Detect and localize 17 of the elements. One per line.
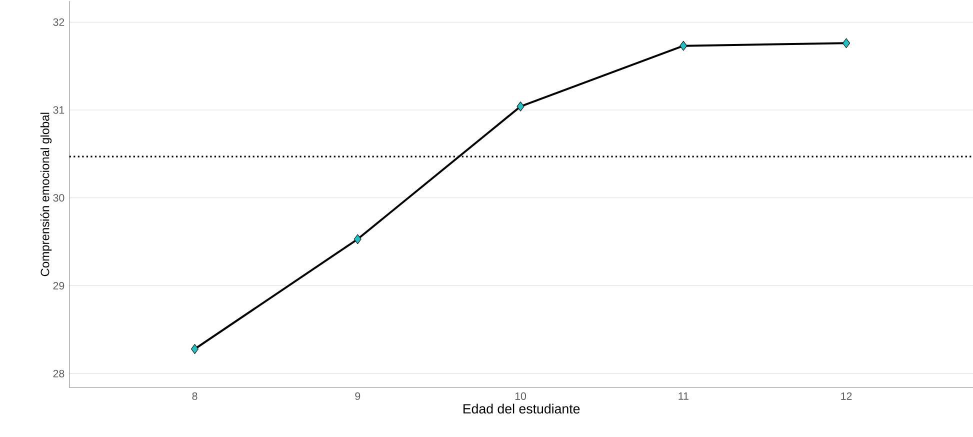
y-tick-label: 29 bbox=[53, 282, 64, 290]
point bbox=[190, 344, 199, 354]
y-tick-label: 30 bbox=[53, 194, 64, 202]
x-tick-label: 10 bbox=[515, 392, 526, 400]
y-axis-title: Comprensión emocional global bbox=[40, 112, 52, 276]
point bbox=[354, 234, 362, 244]
y-tick-label: 28 bbox=[53, 370, 64, 378]
point bbox=[680, 40, 688, 51]
x-tick-label: 12 bbox=[841, 392, 852, 400]
y-tick-label: 31 bbox=[53, 106, 64, 114]
y-tick-label: 32 bbox=[53, 18, 64, 26]
point bbox=[516, 102, 524, 112]
point bbox=[842, 38, 850, 48]
x-tick-label: 9 bbox=[355, 392, 360, 400]
x-tick-label: 8 bbox=[192, 392, 198, 400]
x-tick-label: 11 bbox=[678, 392, 688, 400]
x-axis-title: Edad del estudiante bbox=[463, 404, 580, 414]
